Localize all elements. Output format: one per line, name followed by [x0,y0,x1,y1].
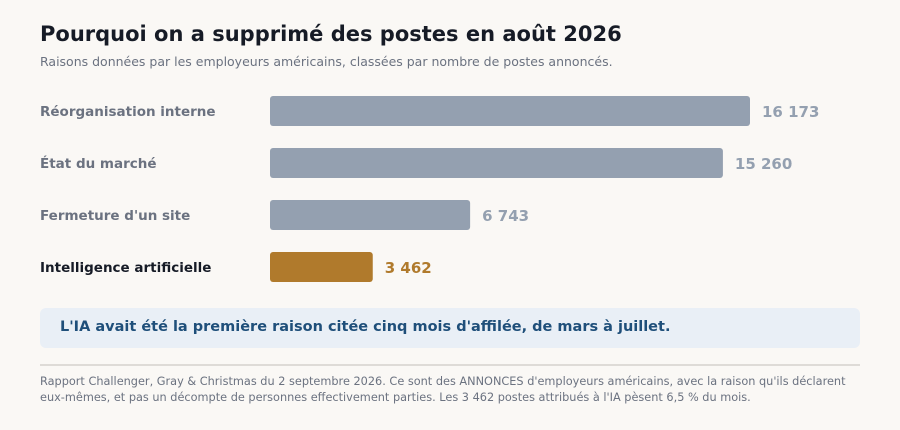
category-label: Fermeture d'un site [40,208,190,224]
value-label: 16 173 [762,103,819,121]
value-label: 15 260 [735,155,792,173]
bar [270,200,471,230]
category-label: Réorganisation interne [40,104,216,120]
category-label: Intelligence artificielle [40,260,211,276]
callout-text: L'IA avait été la première raison citée … [60,319,671,335]
category-label: État du marché [40,155,157,172]
chart-title: Pourquoi on a supprimé des postes en aoû… [40,22,622,46]
callout-box: L'IA avait été la première raison citée … [40,308,860,348]
bar [270,96,750,126]
divider [40,364,860,366]
source-note: Rapport Challenger, Gray & Christmas du … [40,375,846,404]
value-label: 3 462 [385,259,432,277]
value-label: 6 743 [482,207,529,225]
bar [270,148,723,178]
bar [270,252,373,282]
chart-subtitle: Raisons données par les employeurs améri… [40,54,613,69]
bar-chart: Réorganisation interne 16 173 État du marc… [40,96,819,282]
